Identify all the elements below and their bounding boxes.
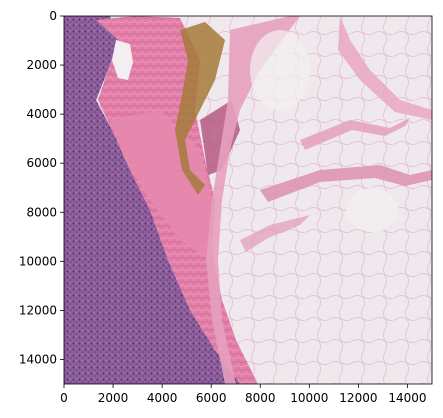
y-axis: 0 2000 4000 6000 8000 10000 12000 14000 [19,9,64,366]
x-tick-label: 14000 [388,391,426,405]
y-tick-label: 8000 [26,205,57,219]
y-tick-label: 6000 [26,156,57,170]
x-axis: 0 2000 4000 6000 8000 10000 12000 14000 [60,384,427,405]
x-tick-label: 8000 [245,391,276,405]
y-tick-label: 12000 [19,303,57,317]
y-tick-label: 4000 [26,107,57,121]
y-tick-label: 14000 [19,352,57,366]
plot-frame [63,15,433,385]
x-tick-label: 10000 [290,391,328,405]
x-tick-label: 12000 [339,391,377,405]
x-tick-label: 0 [60,391,68,405]
y-tick-label: 10000 [19,254,57,268]
x-tick-label: 2000 [98,391,129,405]
x-tick-label: 4000 [147,391,178,405]
y-tick-label: 2000 [26,58,57,72]
x-tick-label: 6000 [196,391,227,405]
histology-slide-image [64,16,432,384]
y-tick-label: 0 [49,9,57,23]
